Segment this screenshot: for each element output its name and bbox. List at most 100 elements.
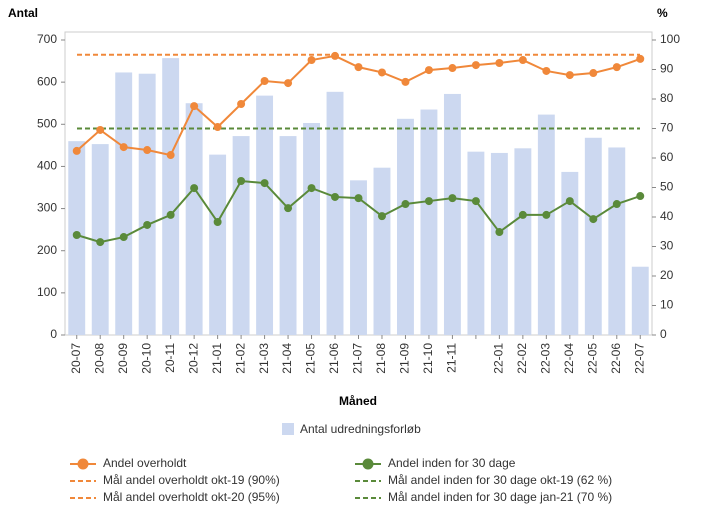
- y2-tick-label: 30: [660, 239, 674, 253]
- line-point: [612, 200, 621, 209]
- y-axis-title: Antal: [8, 6, 38, 20]
- bar: [326, 91, 344, 335]
- legend-label: Andel inden for 30 dage: [388, 456, 516, 470]
- line-point: [542, 66, 551, 75]
- x-tick-label: 21-02: [233, 343, 247, 374]
- bar: [303, 123, 320, 336]
- bar: [115, 72, 133, 335]
- line-point: [307, 56, 316, 65]
- line-point: [471, 61, 480, 70]
- bar: [537, 114, 555, 335]
- line-point: [424, 197, 433, 206]
- bar: [584, 137, 602, 335]
- y2-tick-label: 10: [660, 298, 674, 312]
- line-point: [542, 210, 551, 219]
- line-point: [589, 69, 598, 78]
- bar: [467, 151, 485, 335]
- line-point: [424, 66, 433, 75]
- x-tick-label: 20-10: [139, 343, 153, 374]
- line-point: [589, 215, 598, 224]
- bar: [209, 154, 227, 335]
- y2-tick-label: 0: [660, 327, 667, 341]
- line-point: [518, 210, 527, 219]
- y-tick-label: 200: [37, 243, 57, 257]
- x-tick-label: 21-11: [445, 343, 459, 373]
- bar: [420, 109, 438, 336]
- bar: [443, 93, 461, 335]
- x-tick-label: 22-05: [585, 343, 599, 374]
- x-tick-label: 20-09: [116, 343, 130, 374]
- bar: [608, 147, 626, 335]
- x-tick-label: 22-07: [632, 343, 646, 374]
- x-tick-label: 21-03: [257, 343, 271, 374]
- line-point: [260, 77, 269, 86]
- line-point: [96, 238, 105, 247]
- line-point: [213, 123, 222, 132]
- line-point: [143, 146, 152, 155]
- line-point: [331, 51, 340, 60]
- line-point: [284, 79, 293, 88]
- y2-tick-label: 70: [660, 121, 674, 135]
- x-tick-label: 21-09: [398, 343, 412, 374]
- line-point: [471, 197, 480, 206]
- y-tick-label: 0: [50, 327, 57, 341]
- bar: [185, 103, 203, 335]
- bar: [232, 136, 250, 335]
- line-point: [401, 77, 410, 86]
- line-point: [166, 210, 175, 219]
- line-point: [284, 204, 293, 213]
- y2-tick-label: 100: [660, 32, 680, 46]
- y-tick-label: 700: [37, 32, 57, 46]
- line-point: [636, 192, 645, 201]
- line-point: [213, 218, 222, 227]
- legend-label: Mål andel overholdt okt-20 (95%): [103, 490, 280, 504]
- line-point: [119, 233, 128, 242]
- line-point: [119, 143, 128, 152]
- x-tick-label: 22-02: [515, 343, 529, 374]
- line-point: [448, 64, 457, 73]
- legend-marker: [77, 458, 89, 470]
- x-tick-label: 20-08: [92, 343, 106, 374]
- legend-marker: [362, 458, 374, 470]
- y2-tick-label: 60: [660, 150, 674, 164]
- x-tick-label: 21-04: [280, 343, 294, 374]
- bar: [397, 118, 414, 335]
- x-tick-label: 22-06: [609, 343, 623, 374]
- line-point: [565, 197, 574, 206]
- line-point: [143, 220, 152, 229]
- legend-label: Mål andel inden for 30 dage jan-21 (70 %…: [388, 490, 612, 504]
- legend-label: Antal udredningsforløb: [300, 422, 421, 436]
- y2-tick-label: 90: [660, 62, 674, 76]
- y2-axis-title: %: [657, 6, 668, 20]
- line-point: [237, 177, 246, 186]
- y2-tick-label: 80: [660, 91, 674, 105]
- line-point: [354, 63, 363, 72]
- bar: [514, 148, 532, 335]
- line-point: [96, 125, 105, 134]
- x-tick-label: 20-11: [163, 343, 177, 373]
- line-point: [565, 71, 574, 80]
- line-point: [448, 194, 457, 203]
- x-tick-label: 22-03: [539, 343, 553, 374]
- line-point: [518, 56, 527, 65]
- legend-swatch: [282, 423, 294, 435]
- y-tick-label: 300: [37, 201, 57, 215]
- bar: [138, 73, 156, 335]
- line-point: [260, 179, 269, 188]
- x-axis-title: Måned: [339, 394, 377, 408]
- bar: [350, 180, 367, 335]
- x-tick-label: 22-04: [562, 343, 576, 374]
- x-tick-label: 21-05: [304, 343, 318, 374]
- legend-label: Mål andel overholdt okt-19 (90%): [103, 473, 280, 487]
- line-point: [190, 184, 199, 193]
- y2-tick-label: 40: [660, 209, 674, 223]
- bar: [279, 136, 297, 335]
- x-tick-label: 20-12: [186, 343, 200, 374]
- bar: [631, 266, 649, 335]
- legend-label: Andel overholdt: [103, 456, 187, 470]
- y2-tick-label: 50: [660, 180, 674, 194]
- bar: [373, 167, 391, 335]
- x-tick-label: 21-08: [374, 343, 388, 374]
- line-point: [495, 228, 504, 237]
